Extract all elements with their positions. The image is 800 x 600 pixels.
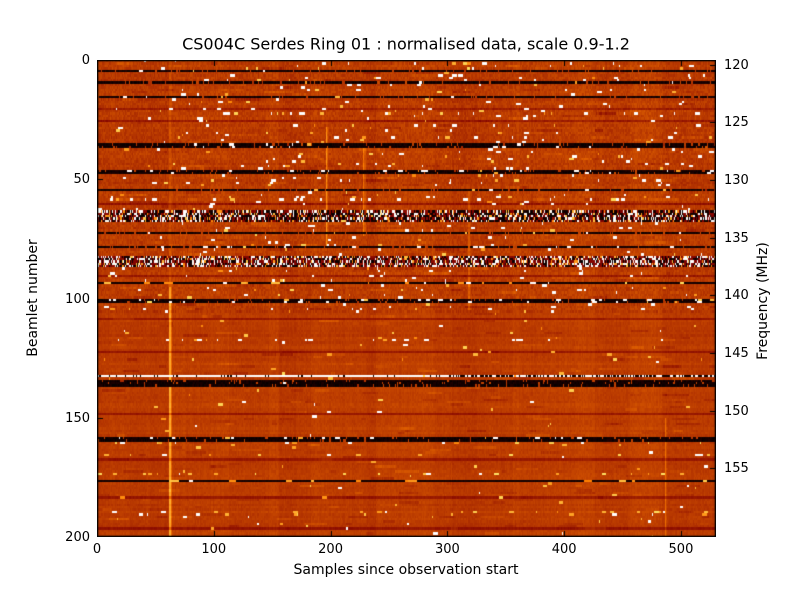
- y-right-tick-label: 120: [724, 58, 749, 73]
- y-right-tick-label: 140: [724, 288, 749, 304]
- y-right-tick-label: 130: [724, 173, 749, 189]
- x-tick-label: 500: [668, 542, 694, 557]
- y-right-tick-label: 125: [724, 115, 749, 131]
- x-tick-label: 100: [201, 542, 227, 557]
- x-axis-label: Samples since observation start: [293, 562, 519, 578]
- x-tick-label: 200: [318, 542, 343, 557]
- y-axis-label-left: Beamlet number: [25, 239, 41, 357]
- y-left-tick-label: 50: [73, 172, 90, 188]
- y-axis-label-right: Frequency (MHz): [755, 242, 771, 360]
- y-right-tick-label: 145: [724, 345, 749, 361]
- heatmap-canvas: [97, 60, 716, 537]
- y-right-tick-label: 150: [724, 403, 749, 419]
- chart-title: CS004C Serdes Ring 01 : normalised data,…: [182, 34, 630, 54]
- y-left-tick-label: 150: [65, 410, 90, 426]
- x-tick-label: 400: [551, 542, 577, 557]
- x-tick-label: 300: [434, 542, 460, 557]
- x-tick-label: 0: [92, 542, 102, 557]
- y-right-tick-label: 135: [724, 230, 749, 246]
- y-right-tick-label: 155: [724, 461, 749, 477]
- y-left-tick-label: 0: [81, 53, 90, 68]
- y-left-tick-label: 200: [65, 530, 90, 545]
- y-left-tick-label: 100: [65, 291, 90, 307]
